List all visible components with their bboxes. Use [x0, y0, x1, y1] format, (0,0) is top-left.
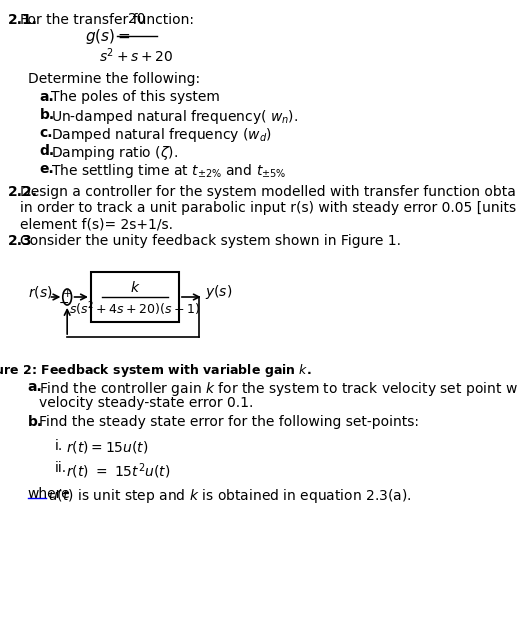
Text: 2.2.: 2.2. [8, 185, 38, 199]
Text: $s(s^2+4s+20)(s+1)$: $s(s^2+4s+20)(s+1)$ [69, 300, 200, 318]
Text: Find the controller gain $k$ for the system to track velocity set point with: Find the controller gain $k$ for the sys… [39, 380, 517, 398]
Text: +: + [63, 289, 72, 299]
Text: Design a controller for the system modelled with transfer function obtained ques: Design a controller for the system model… [20, 185, 517, 199]
Text: $r(t) \ = \ 15t^2u(t)$: $r(t) \ = \ 15t^2u(t)$ [66, 461, 171, 481]
Text: Find the steady state error for the following set-points:: Find the steady state error for the foll… [39, 415, 419, 429]
Text: d.: d. [40, 144, 55, 158]
Text: 2.3: 2.3 [8, 234, 33, 248]
Text: Un-damped natural frequency( $w_n$).: Un-damped natural frequency( $w_n$). [51, 108, 298, 126]
Text: $r(s)$: $r(s)$ [27, 284, 52, 300]
Text: b.: b. [40, 108, 55, 122]
Text: velocity steady-state error 0.1.: velocity steady-state error 0.1. [39, 396, 253, 410]
FancyBboxPatch shape [91, 272, 179, 322]
Text: b.: b. [27, 415, 43, 429]
Text: Damped natural frequency ($w_d$): Damped natural frequency ($w_d$) [51, 126, 272, 144]
Text: i.: i. [55, 439, 63, 453]
Text: Figure 2: Feedback system with variable gain $k$.: Figure 2: Feedback system with variable … [0, 362, 311, 379]
Text: $r(t) = 15u(t)$: $r(t) = 15u(t)$ [66, 439, 148, 455]
Text: where: where [27, 487, 70, 501]
Text: Determine the following:: Determine the following: [27, 72, 200, 86]
Text: $k$: $k$ [130, 280, 140, 295]
Text: ii.: ii. [55, 461, 67, 475]
Text: $g(s)=$: $g(s)=$ [85, 26, 131, 46]
Text: −: − [58, 297, 69, 310]
Text: 2.1.: 2.1. [8, 13, 38, 27]
Text: 20: 20 [128, 12, 145, 26]
Text: element f(s)= 2s+1/s.: element f(s)= 2s+1/s. [20, 217, 173, 231]
Text: in order to track a unit parabolic input r(s) with steady error 0.05 [units].The: in order to track a unit parabolic input… [20, 201, 517, 215]
Text: a.: a. [40, 90, 54, 104]
Text: Damping ratio ($\zeta$).: Damping ratio ($\zeta$). [51, 144, 178, 162]
Text: For the transfer function:: For the transfer function: [20, 13, 194, 27]
Text: The poles of this system: The poles of this system [51, 90, 220, 104]
Text: The settling time at $t_{\pm2\%}$ and $t_{\pm5\%}$: The settling time at $t_{\pm2\%}$ and $t… [51, 162, 286, 180]
Text: c.: c. [40, 126, 53, 140]
Text: $u(t)$ is unit step and $k$ is obtained in equation 2.3(a).: $u(t)$ is unit step and $k$ is obtained … [49, 487, 412, 505]
Text: a.: a. [27, 380, 42, 394]
Text: $s^2 + s + 20$: $s^2 + s + 20$ [99, 46, 174, 65]
Text: Consider the unity feedback system shown in Figure 1.: Consider the unity feedback system shown… [20, 234, 401, 248]
Text: e.: e. [40, 162, 54, 176]
Text: $y(s)$: $y(s)$ [205, 283, 233, 301]
